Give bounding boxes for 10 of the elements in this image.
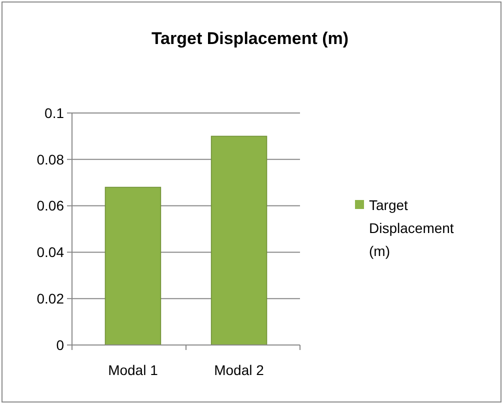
y-tick-label: 0.02 [36, 290, 64, 306]
x-tick-label: Modal 1 [108, 362, 158, 378]
x-tick-label: Modal 2 [214, 362, 264, 378]
y-tick-label: 0.06 [36, 198, 64, 214]
chart-title: Target Displacement (m) [151, 29, 349, 48]
y-tick-label: 0.1 [44, 104, 64, 121]
y-tick-label: 0.04 [36, 244, 64, 260]
legend-label: Target Displacement (m) [369, 196, 454, 259]
y-tick-label: 0 [56, 336, 64, 353]
y-tick-label: 0.08 [36, 151, 64, 168]
